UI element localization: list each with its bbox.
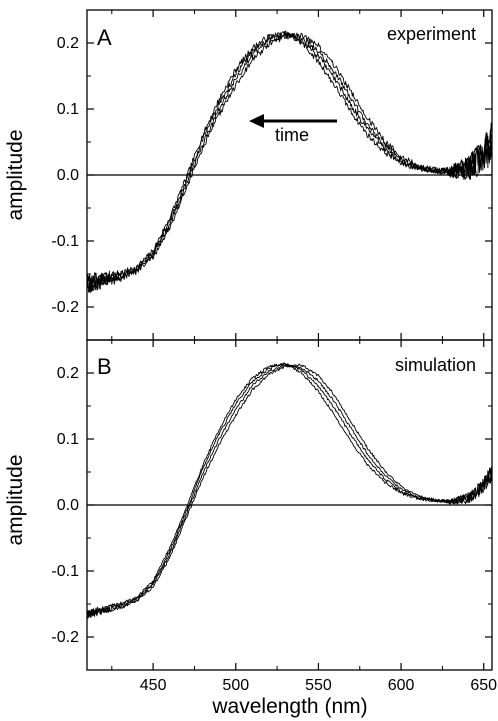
y-tick-label: -0.1 — [51, 563, 79, 580]
spectrum-series-4 — [87, 364, 492, 617]
y-tick-label: -0.2 — [51, 629, 79, 646]
x-tick-label: 650 — [470, 677, 497, 694]
x-tick-label: 550 — [305, 677, 332, 694]
panel-a-ticks: -0.2 -0.1 0.0 0.1 0.2 — [51, 10, 492, 340]
spectrum-series-2 — [87, 363, 492, 617]
spectrum-series-2 — [87, 31, 492, 291]
y-tick-label: -0.1 — [51, 233, 79, 250]
y-tick-label: 0.1 — [57, 431, 79, 448]
panel-b-annotation: simulation — [395, 355, 476, 375]
spectrum-series-3 — [87, 364, 492, 616]
y-tick-label: 0.1 — [57, 101, 79, 118]
y-tick-label: 0.0 — [57, 497, 79, 514]
y-tick-label: 0.0 — [57, 167, 79, 184]
panel-b-letter: B — [97, 354, 112, 379]
y-tick-label: 0.2 — [57, 365, 79, 382]
panel-a-ylabel: amplitude — [4, 129, 27, 220]
panel-a-letter: A — [97, 25, 112, 50]
spectrum-series-4 — [87, 33, 492, 292]
panel-b-simulation: 450 500 550 600 650 -0.2 -0.1 0.0 0.1 0.2 B simul… — [4, 340, 497, 718]
time-arrow-label: time — [275, 125, 309, 145]
panel-b-traces — [87, 363, 492, 618]
y-tick-label: -0.2 — [51, 299, 79, 316]
x-tick-label: 500 — [222, 677, 249, 694]
panel-b-ticks: 450 500 550 600 650 -0.2 -0.1 0.0 0.1 0.2 — [51, 340, 497, 694]
y-tick-label: 0.2 — [57, 35, 79, 52]
spectrum-series-1 — [87, 363, 492, 618]
x-tick-label: 600 — [388, 677, 415, 694]
panel-a-annotation: experiment — [387, 24, 476, 44]
spectrum-series-1 — [87, 31, 492, 292]
panel-b-ylabel: amplitude — [4, 454, 27, 545]
panel-a-traces — [87, 31, 492, 293]
panel-a-experiment: -0.2 -0.1 0.0 0.1 0.2 A experiment time ampl… — [4, 10, 492, 340]
spectrum-series-3 — [87, 33, 492, 293]
x-tick-label: 450 — [140, 677, 167, 694]
x-axis-label: wavelength (nm) — [211, 695, 367, 718]
